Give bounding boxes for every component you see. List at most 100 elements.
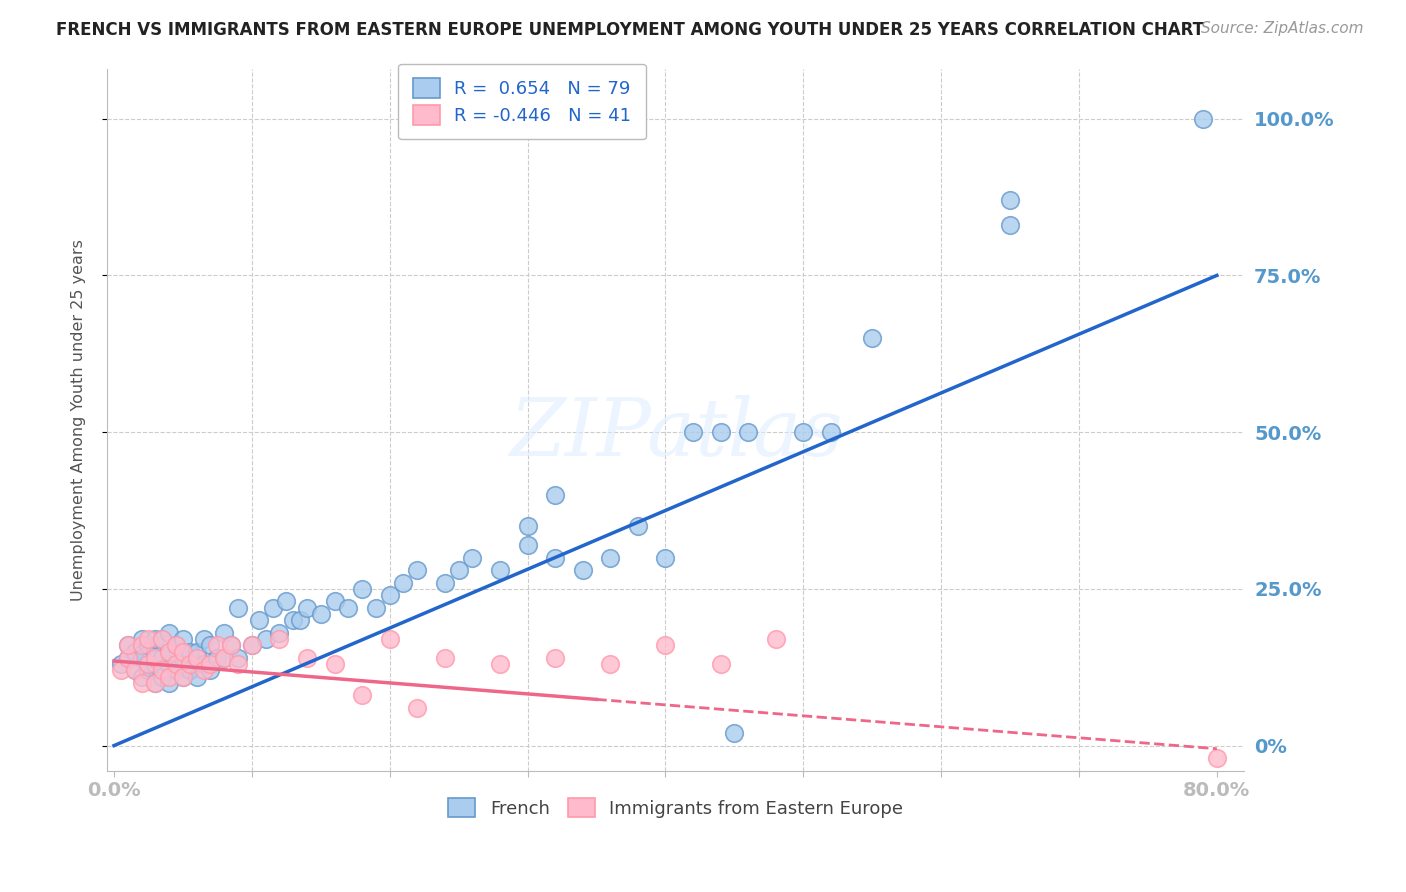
Point	[207, 638, 229, 652]
Point	[433, 650, 456, 665]
Point	[247, 613, 270, 627]
Point	[165, 638, 187, 652]
Point	[172, 644, 194, 658]
Point	[143, 632, 166, 646]
Point	[200, 638, 222, 652]
Point	[392, 575, 415, 590]
Point	[571, 563, 593, 577]
Point	[820, 425, 842, 439]
Point	[309, 607, 332, 621]
Point	[193, 657, 215, 672]
Point	[489, 657, 512, 672]
Point	[378, 588, 401, 602]
Point	[998, 193, 1021, 207]
Point	[998, 219, 1021, 233]
Text: ZIPatlas: ZIPatlas	[509, 395, 842, 473]
Point	[110, 664, 132, 678]
Point	[262, 600, 284, 615]
Point	[406, 563, 429, 577]
Point	[599, 657, 621, 672]
Point	[172, 670, 194, 684]
Point	[323, 657, 346, 672]
Point	[378, 632, 401, 646]
Point	[117, 650, 139, 665]
Point	[124, 664, 146, 678]
Point	[207, 650, 229, 665]
Y-axis label: Unemployment Among Youth under 25 years: Unemployment Among Youth under 25 years	[72, 239, 86, 600]
Point	[157, 644, 180, 658]
Point	[143, 676, 166, 690]
Point	[709, 425, 731, 439]
Point	[212, 650, 235, 665]
Point	[226, 650, 249, 665]
Point	[193, 632, 215, 646]
Point	[276, 594, 298, 608]
Point	[131, 676, 153, 690]
Point	[157, 676, 180, 690]
Point	[544, 488, 567, 502]
Point	[179, 657, 201, 672]
Point	[138, 632, 160, 646]
Point	[283, 613, 305, 627]
Point	[124, 664, 146, 678]
Point	[254, 632, 277, 646]
Point	[138, 638, 160, 652]
Point	[295, 650, 318, 665]
Point	[150, 632, 173, 646]
Point	[131, 632, 153, 646]
Point	[352, 582, 374, 596]
Point	[433, 575, 456, 590]
Point	[131, 670, 153, 684]
Point	[269, 632, 291, 646]
Text: FRENCH VS IMMIGRANTS FROM EASTERN EUROPE UNEMPLOYMENT AMONG YOUTH UNDER 25 YEARS: FRENCH VS IMMIGRANTS FROM EASTERN EUROPE…	[56, 21, 1205, 39]
Point	[627, 519, 650, 533]
Point	[682, 425, 704, 439]
Point	[461, 550, 484, 565]
Point	[117, 638, 139, 652]
Point	[157, 670, 180, 684]
Point	[150, 670, 173, 684]
Point	[172, 632, 194, 646]
Point	[143, 676, 166, 690]
Point	[295, 600, 318, 615]
Text: Source: ZipAtlas.com: Source: ZipAtlas.com	[1201, 21, 1364, 37]
Point	[723, 726, 745, 740]
Point	[323, 594, 346, 608]
Point	[709, 657, 731, 672]
Point	[110, 657, 132, 672]
Point	[288, 613, 311, 627]
Point	[172, 650, 194, 665]
Point	[352, 689, 374, 703]
Point	[447, 563, 470, 577]
Point	[165, 638, 187, 652]
Point	[240, 638, 263, 652]
Point	[131, 638, 153, 652]
Point	[131, 650, 153, 665]
Point	[599, 550, 621, 565]
Point	[143, 644, 166, 658]
Point	[138, 657, 160, 672]
Point	[544, 550, 567, 565]
Point	[489, 563, 512, 577]
Point	[654, 550, 676, 565]
Point	[337, 600, 360, 615]
Point	[737, 425, 759, 439]
Point	[226, 600, 249, 615]
Point	[860, 331, 883, 345]
Point	[172, 670, 194, 684]
Point	[226, 657, 249, 672]
Point	[157, 625, 180, 640]
Point	[364, 600, 387, 615]
Point	[186, 644, 208, 658]
Point	[124, 644, 146, 658]
Point	[212, 625, 235, 640]
Point	[516, 519, 538, 533]
Point	[1192, 112, 1215, 126]
Point	[219, 638, 242, 652]
Legend: French, Immigrants from Eastern Europe: French, Immigrants from Eastern Europe	[441, 790, 911, 825]
Point	[165, 657, 187, 672]
Point	[200, 657, 222, 672]
Point	[165, 664, 187, 678]
Point	[792, 425, 814, 439]
Point	[138, 664, 160, 678]
